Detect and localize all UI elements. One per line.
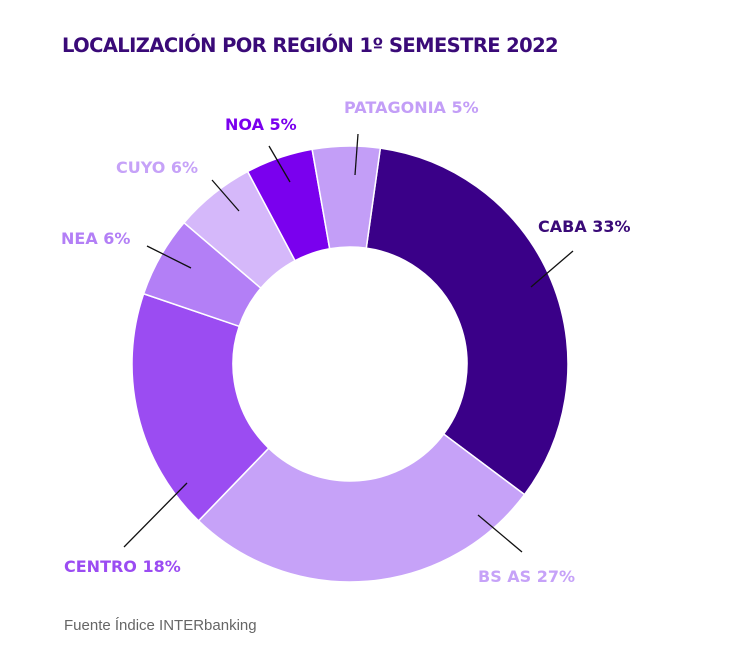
leader-line-cuyo — [211, 179, 240, 212]
label-patagonia: PATAGONIA 5% — [344, 98, 479, 117]
label-caba: CABA 33% — [538, 217, 631, 236]
label-nea: NEA 6% — [61, 229, 130, 248]
leader-line-centro — [123, 482, 188, 548]
label-cuyo: CUYO 6% — [116, 158, 198, 177]
slice-centro — [131, 292, 270, 522]
leader-line-noa — [268, 145, 291, 183]
donut-hole — [233, 247, 467, 481]
label-noa: NOA 5% — [225, 115, 297, 134]
leader-line-nea — [146, 245, 192, 269]
leader-line-patagonia — [354, 133, 359, 176]
slice-bs-as — [197, 433, 526, 583]
label-bs-as: BS AS 27% — [478, 567, 575, 586]
chart-title: LOCALIZACIÓN POR REGIÓN 1º SEMESTRE 2022 — [62, 34, 559, 57]
label-centro: CENTRO 18% — [64, 557, 181, 576]
leader-line-caba — [530, 250, 574, 288]
source-note: Fuente Índice INTERbanking — [64, 617, 257, 634]
leader-line-bs-as — [477, 514, 523, 553]
